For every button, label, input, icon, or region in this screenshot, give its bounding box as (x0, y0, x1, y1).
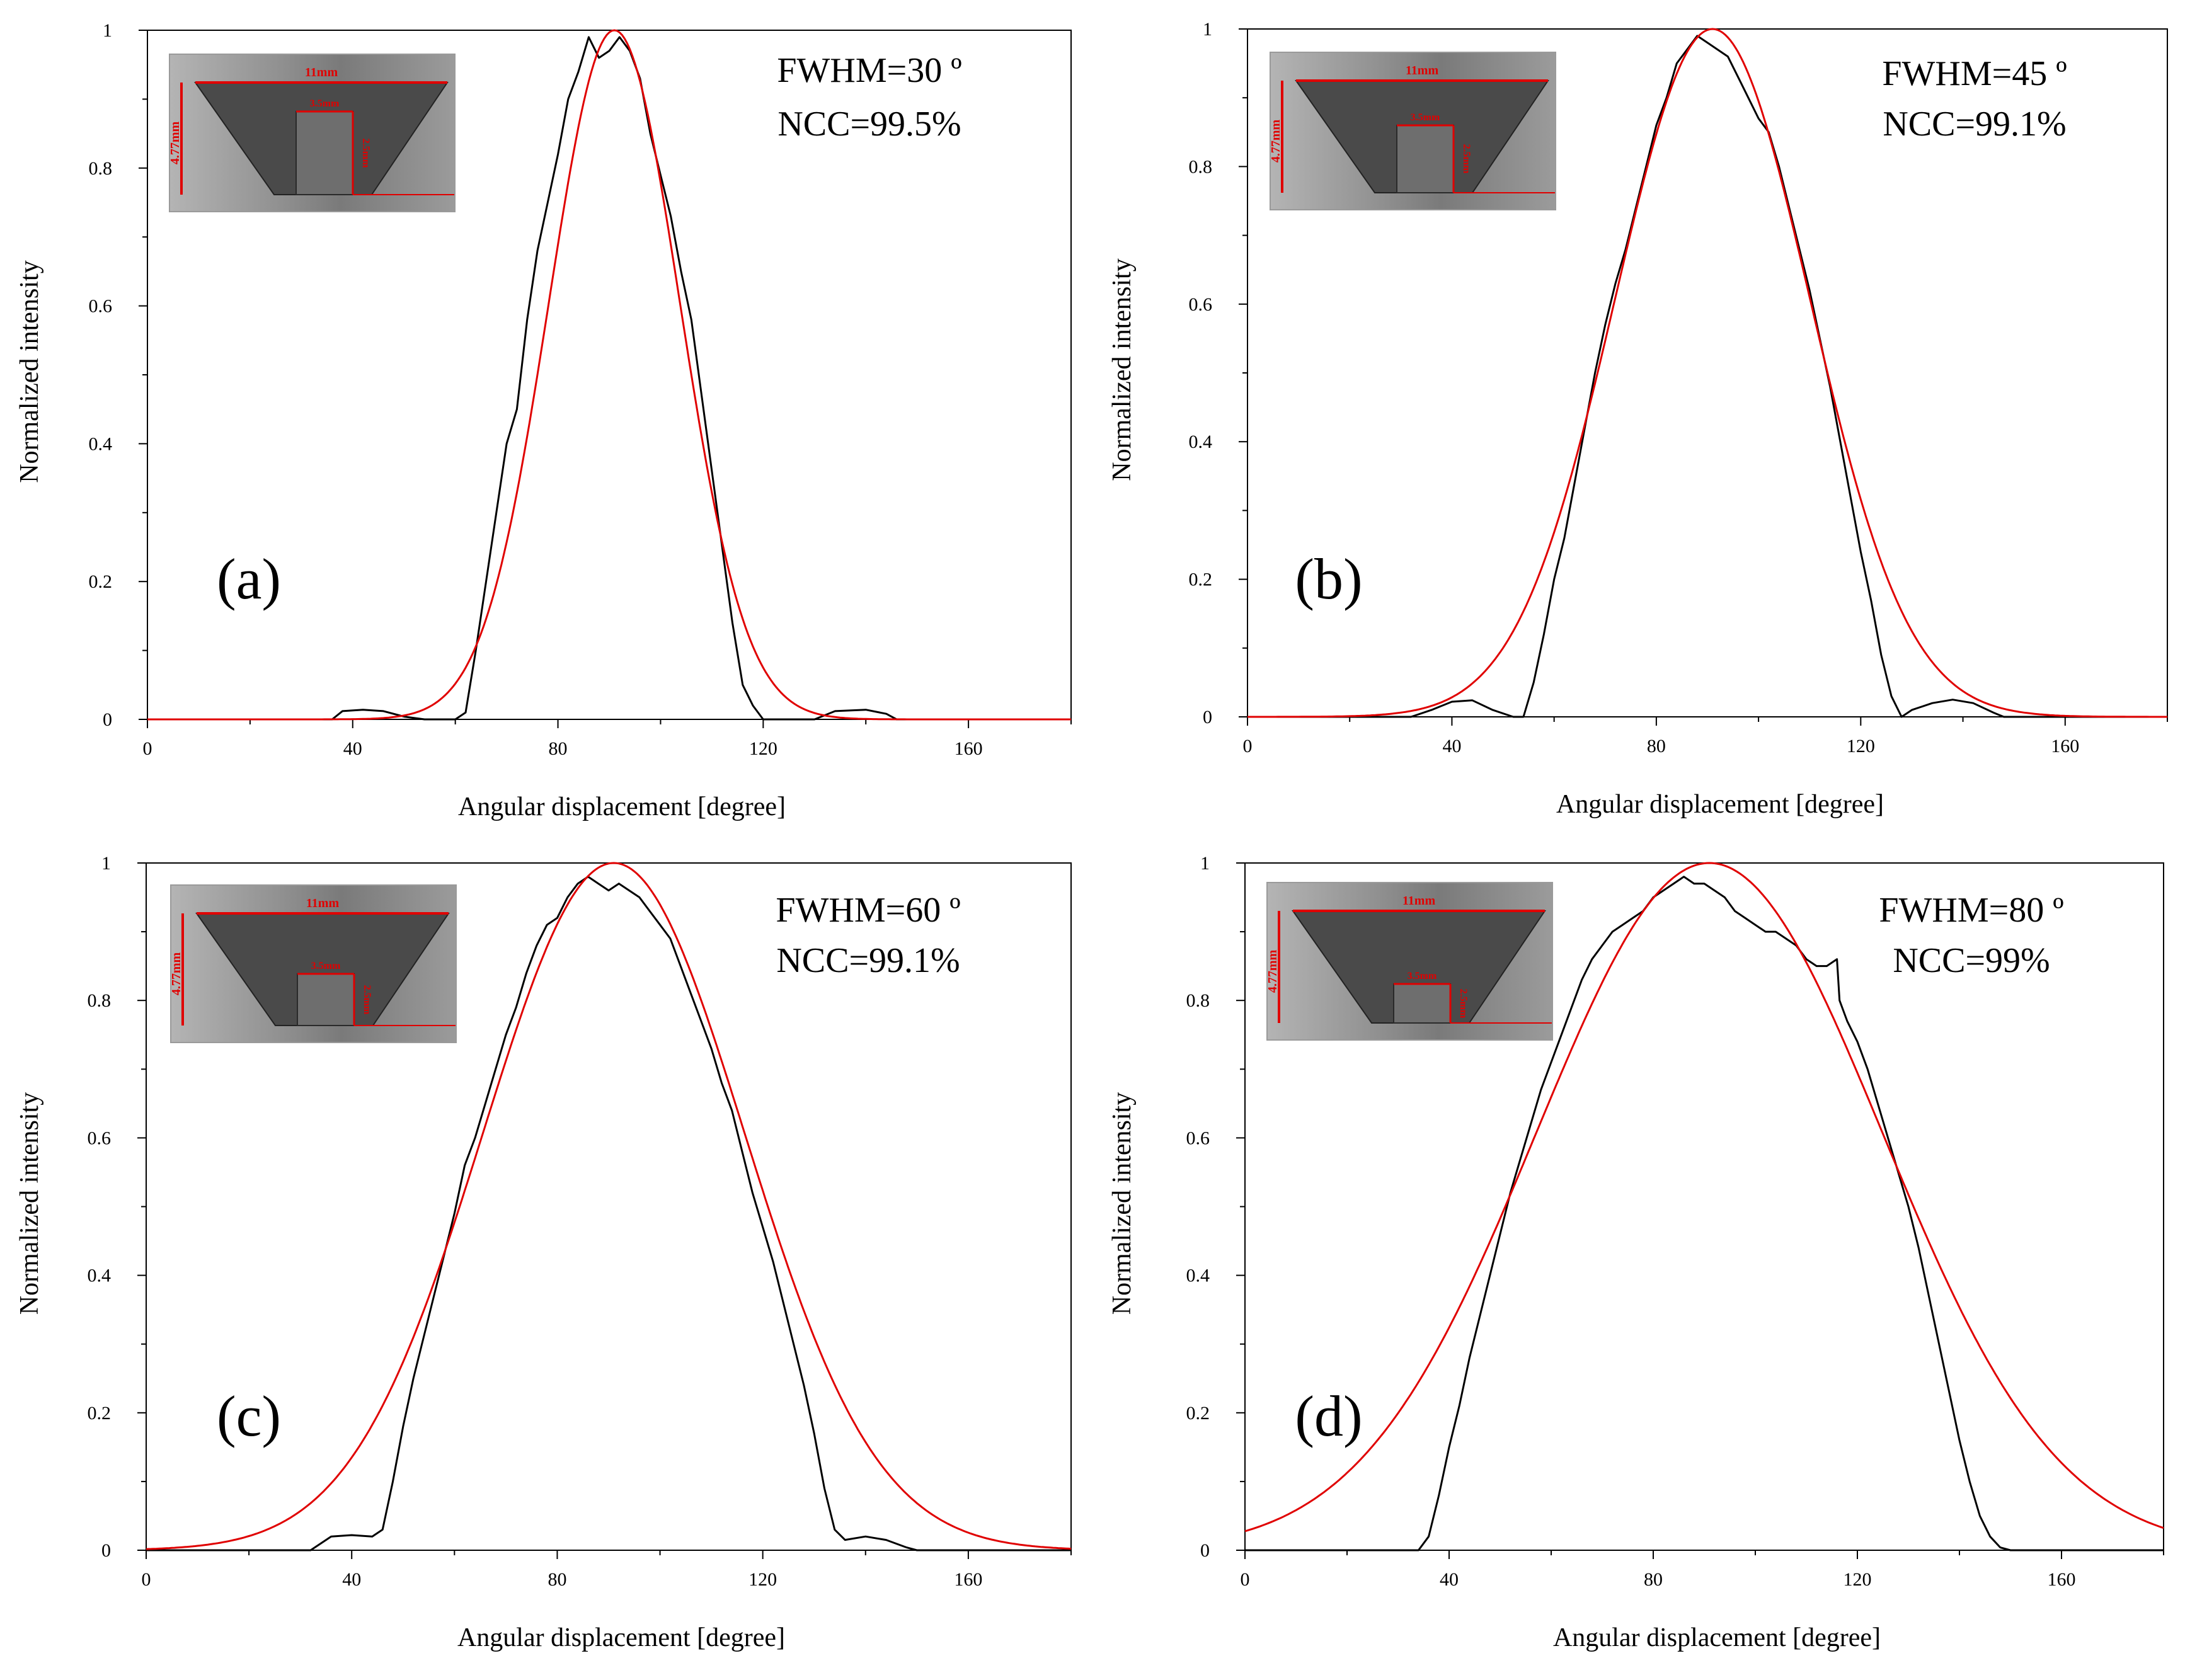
inset-diagram-c: 11mm 4.77mm 3.5mm 2.5mm (170, 884, 457, 1043)
y-tick-label: 0 (1203, 707, 1212, 728)
x-tick-label: 0 (1241, 1569, 1250, 1590)
inset-width-label: 11mm (305, 66, 338, 79)
x-axis-label: Angular displacement [degree] (457, 1623, 785, 1652)
inset-depth-label: 2.5mm (360, 139, 371, 168)
y-tick-label: 0.4 (88, 1266, 112, 1286)
y-tick-label: 0 (101, 1540, 111, 1561)
chart-panel-b: 0 40 80 120 160 0 0.2 0.4 0.6 0.8 1 Angular displac… (1108, 19, 2168, 819)
y-tick-label: 0.4 (1186, 1266, 1210, 1286)
fwhm-annotation: FWHM=30 º (777, 51, 961, 90)
inset-height-label: 4.77mm (170, 122, 182, 165)
y-axis-label: Normalized intensity (15, 1092, 44, 1315)
fwhm-annotation: FWHM=80 º (1879, 891, 2063, 930)
y-tick-label: 0.2 (1189, 569, 1213, 590)
x-tick-label: 120 (748, 1569, 777, 1590)
y-tick-label: 0.6 (89, 296, 113, 317)
y-tick-label: 0.6 (1189, 294, 1213, 315)
panel-label: (b) (1295, 547, 1362, 611)
inset-width-label: 11mm (306, 896, 340, 910)
y-axis-label: Normalized intensity (1108, 1092, 1137, 1315)
y-tick-label: 0.8 (89, 158, 113, 179)
x-tick-label: 160 (2051, 736, 2079, 757)
y-tick-label: 0.8 (88, 990, 112, 1011)
inset-diagram-a: 11mm 4.77mm 3.5mm 2.5mm (169, 54, 456, 212)
panel-label: (a) (217, 547, 281, 611)
inset-width-label: 11mm (1402, 894, 1436, 908)
x-axis-label: Angular displacement [degree] (1556, 790, 1884, 819)
inset-height-label: 4.77mm (1268, 950, 1280, 993)
y-tick-label: 0.6 (1186, 1128, 1210, 1148)
y-tick-label: 0.2 (1186, 1403, 1210, 1424)
fwhm-annotation: FWHM=60 º (776, 891, 960, 930)
panel-label: (d) (1295, 1384, 1362, 1448)
y-tick-label: 1 (1200, 853, 1210, 874)
gaussian-fit-line (1247, 28, 2167, 718)
y-tick-label: 1 (101, 853, 111, 874)
y-tick-label: 0.2 (89, 571, 113, 592)
inset-depth-label: 2.5mm (1461, 144, 1472, 174)
y-tick-label: 0.6 (88, 1128, 112, 1148)
y-tick-label: 0.8 (1189, 156, 1213, 177)
fwhm-annotation: FWHM=45 º (1882, 54, 2067, 93)
y-tick-label: 0.8 (1186, 990, 1210, 1011)
inset-height-label: 4.77mm (171, 952, 183, 996)
measured-intensity-line (1247, 35, 2167, 718)
x-tick-label: 0 (142, 1569, 151, 1590)
gaussian-fit-line (1244, 862, 2164, 1533)
x-tick-label: 120 (1847, 736, 1875, 757)
x-tick-label: 0 (1243, 736, 1253, 757)
x-axis-label: Angular displacement [degree] (1553, 1623, 1881, 1652)
inset-depth-label: 2.5mm (1458, 989, 1469, 1019)
x-tick-label: 80 (1647, 736, 1666, 757)
inset-inner-label: 3.5mm (311, 961, 341, 971)
inset-diagram-d: 11mm 4.77mm 3.5mm 2.5mm (1266, 882, 1553, 1041)
x-tick-label: 160 (2048, 1569, 2076, 1590)
inset-diagram-b: 11mm 4.77mm 3.5mm 2.5mm (1270, 52, 1556, 210)
x-tick-label: 0 (143, 738, 152, 759)
x-tick-label: 80 (549, 738, 568, 759)
chart-panel-c: 0 40 80 120 160 0 0.2 0.4 0.6 0.8 1 Angular displac… (15, 853, 1072, 1652)
x-tick-label: 40 (1440, 1569, 1459, 1590)
inset-inner-label: 3.5mm (1411, 112, 1440, 123)
chart-panel-d: 0 40 80 120 160 0 0.2 0.4 0.6 0.8 1 Angular displac… (1108, 853, 2164, 1652)
measured-intensity-line (147, 36, 1071, 721)
chart-panel-a: 0 40 80 120 160 0 0.2 0.4 0.6 0.8 1 Angular displac… (15, 20, 1072, 821)
y-tick-label: 0 (1200, 1540, 1210, 1561)
panel-label: (c) (217, 1384, 281, 1448)
ncc-annotation: NCC=99.1% (776, 941, 960, 980)
x-tick-label: 120 (749, 738, 777, 759)
measured-intensity-line (1245, 876, 2164, 1551)
ncc-annotation: NCC=99.1% (1883, 105, 2066, 144)
x-tick-label: 40 (1442, 736, 1461, 757)
inset-height-label: 4.77mm (1271, 120, 1283, 163)
x-tick-label: 160 (955, 738, 983, 759)
inset-inner-label: 3.5mm (1408, 971, 1437, 981)
y-tick-label: 0.2 (88, 1403, 112, 1424)
y-tick-label: 0.4 (89, 433, 113, 454)
x-tick-label: 160 (954, 1569, 982, 1590)
y-axis-label: Normalized intensity (15, 260, 44, 483)
ncc-annotation: NCC=99% (1893, 941, 2050, 980)
gaussian-fit-line (147, 29, 1071, 721)
x-tick-label: 80 (548, 1569, 566, 1590)
x-tick-label: 40 (342, 1569, 361, 1590)
x-axis-label: Angular displacement [degree] (458, 792, 786, 821)
x-tick-label: 40 (343, 738, 362, 759)
x-tick-label: 120 (1844, 1569, 1872, 1590)
y-axis-label: Normalized intensity (1108, 258, 1137, 481)
inset-width-label: 11mm (1406, 64, 1439, 77)
gaussian-fit-line (146, 862, 1072, 1550)
y-tick-label: 0.4 (1189, 431, 1213, 452)
y-tick-label: 0 (103, 709, 112, 730)
inset-inner-label: 3.5mm (310, 98, 340, 109)
y-tick-label: 1 (1203, 19, 1212, 40)
inset-depth-label: 2.5mm (362, 985, 372, 1015)
x-tick-label: 80 (1644, 1569, 1663, 1590)
measured-intensity-line (146, 876, 1071, 1551)
y-tick-label: 1 (103, 20, 112, 41)
ncc-annotation: NCC=99.5% (777, 105, 961, 144)
